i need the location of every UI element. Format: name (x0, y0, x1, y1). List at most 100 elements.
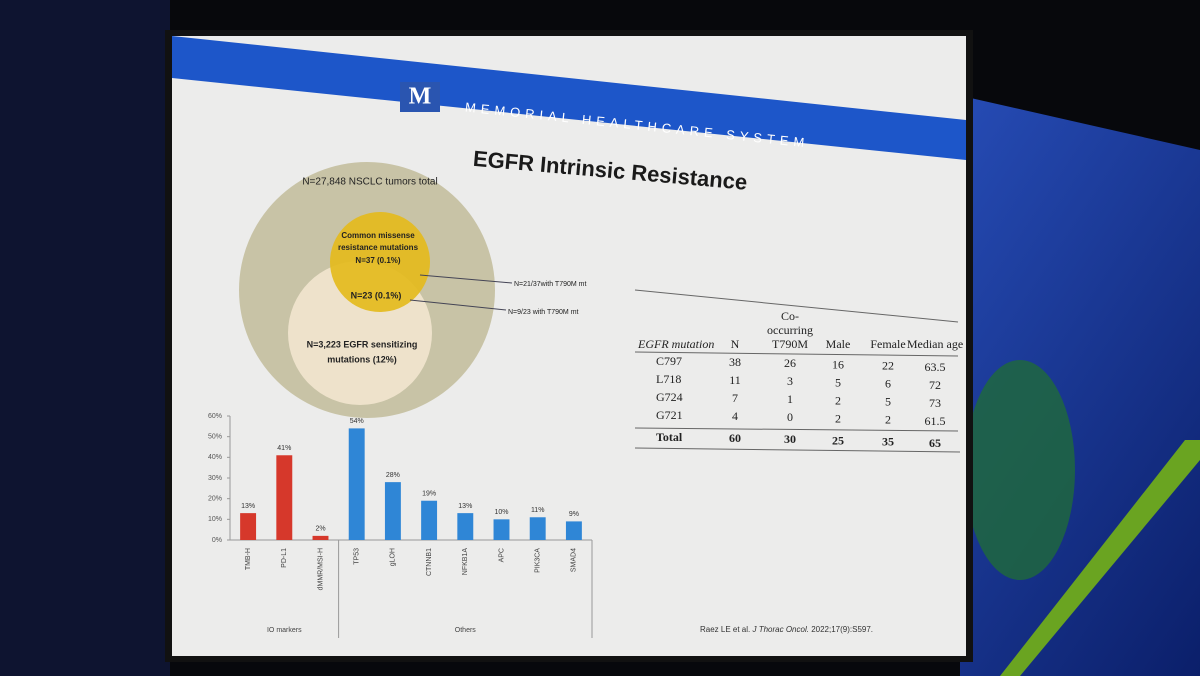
value-label: 2% (315, 526, 325, 533)
table-header: T790M (772, 337, 808, 351)
value-label: 13% (241, 503, 255, 510)
citation-journal: J Thorac Oncol. (751, 625, 808, 634)
table-cell: 60 (729, 431, 741, 445)
x-tick-label: SMAD4 (571, 548, 578, 572)
y-tick-label: 20% (208, 496, 222, 503)
venn-label: resistance mutations (338, 243, 419, 252)
value-label: 54% (350, 418, 364, 425)
curtain (0, 0, 170, 676)
venn-label: N=23 (0.1%) (351, 290, 402, 300)
table-cell: 25 (832, 433, 844, 447)
table-rule (634, 289, 959, 323)
callout: N=9/23 with T790M mt (508, 309, 579, 316)
callout-line (419, 274, 513, 284)
venn-label: N=27,848 NSCLC tumors total (302, 177, 437, 188)
table-cell: 65 (929, 436, 941, 450)
table-cell: 0 (787, 410, 793, 424)
group-label: IO markers (267, 627, 302, 634)
table-cell: 11 (729, 373, 741, 387)
logo: M (409, 84, 432, 110)
header-bar (172, 36, 966, 160)
bar (384, 482, 401, 540)
table-cell: 2 (835, 411, 841, 425)
value-label: 41% (277, 445, 291, 452)
table-rule (634, 351, 959, 357)
x-tick-label: NFKB1A (462, 548, 469, 576)
venn-label: N=37 (0.1%) (355, 256, 400, 265)
value-label: 19% (422, 491, 436, 498)
bar (457, 513, 474, 540)
table-cell: 35 (882, 435, 894, 449)
y-tick-label: 60% (208, 413, 222, 420)
bar-chart: 0% 10% 20% 30% 40% 50% 60% 13% TMB-H 41% PD-L1 2% dM… (208, 413, 593, 638)
x-tick-label: PD-L1 (281, 548, 288, 568)
table-cell: 61.5 (925, 414, 946, 428)
venn-resistance (330, 212, 430, 312)
x-tick-label: CTNNB1 (426, 548, 433, 576)
table-cell: 3 (787, 374, 793, 388)
table-cell: G724 (656, 390, 683, 404)
value-label: 10% (494, 509, 508, 516)
x-tick-label: dMMR/MSI-H (317, 548, 324, 590)
citation-authors: Raez LE et al. (700, 625, 750, 634)
x-tick-label: APC (498, 548, 505, 562)
table-header: Median age (907, 337, 963, 351)
table-cell: 5 (835, 375, 841, 389)
value-label: 11% (531, 507, 545, 514)
y-tick-label: 40% (208, 454, 222, 461)
table-header: N (731, 337, 740, 351)
bar (348, 428, 365, 540)
callout-line (409, 299, 507, 311)
table-rule (634, 447, 961, 453)
x-tick-label: TMB-H (245, 548, 252, 570)
value-label: 28% (386, 472, 400, 479)
bar (312, 535, 329, 540)
plant (965, 360, 1075, 580)
value-label: 13% (458, 503, 472, 510)
table-header: Male (826, 337, 851, 351)
venn-label: mutations (12%) (327, 354, 397, 364)
table-header: occurring (767, 323, 813, 337)
rail (1000, 440, 1200, 676)
table-cell: 16 (832, 357, 844, 371)
table-cell: 2 (835, 393, 841, 407)
table-cell: 5 (885, 395, 891, 409)
table-cell: C797 (656, 354, 682, 368)
bar (565, 521, 582, 540)
table-cell: 1 (787, 392, 793, 406)
bar (276, 455, 293, 540)
table-cell: 30 (784, 432, 796, 446)
table-cell: 72 (929, 378, 941, 392)
table-cell: 6 (885, 377, 891, 391)
value-label: 9% (569, 511, 579, 518)
table-cell: 26 (784, 356, 796, 370)
x-tick-label: PIK3CA (535, 548, 542, 573)
table-cell: 63.5 (925, 360, 946, 374)
bar (240, 513, 257, 540)
venn-label: Common missense (341, 231, 415, 240)
bar (493, 519, 510, 540)
table-cell: 38 (729, 355, 741, 369)
table-cell: 22 (882, 359, 894, 373)
table-cell: 2 (885, 413, 891, 427)
table-cell: Total (656, 430, 683, 444)
citation: Raez LE et al. J Thorac Oncol. 2022;17(9… (700, 625, 873, 634)
bar (421, 500, 438, 540)
group-label: Others (455, 627, 477, 634)
table-cell: 4 (732, 409, 738, 423)
y-tick-label: 30% (208, 475, 222, 482)
table-cell: 73 (929, 396, 941, 410)
y-tick-label: 0% (212, 537, 222, 544)
table-cell: 7 (732, 391, 738, 405)
table-header: Co- (781, 309, 799, 323)
x-tick-label: TP53 (354, 548, 361, 565)
y-tick-label: 50% (208, 434, 222, 441)
citation-ref: 2022;17(9):S597. (811, 625, 873, 634)
y-tick-label: 10% (208, 516, 222, 523)
table-cell: L718 (656, 372, 681, 386)
callout: N=21/37with T790M mt (514, 281, 586, 288)
table-rule (634, 427, 959, 432)
